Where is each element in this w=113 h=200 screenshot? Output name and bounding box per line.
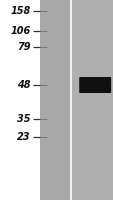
FancyBboxPatch shape bbox=[79, 77, 110, 93]
Text: 23: 23 bbox=[17, 132, 31, 142]
FancyBboxPatch shape bbox=[0, 0, 40, 200]
Text: 158: 158 bbox=[10, 6, 31, 16]
Text: 79: 79 bbox=[17, 42, 31, 52]
FancyBboxPatch shape bbox=[72, 0, 113, 200]
Text: 106: 106 bbox=[10, 26, 31, 36]
Text: 48: 48 bbox=[17, 80, 31, 90]
FancyBboxPatch shape bbox=[40, 0, 69, 200]
Text: 35: 35 bbox=[17, 114, 31, 124]
